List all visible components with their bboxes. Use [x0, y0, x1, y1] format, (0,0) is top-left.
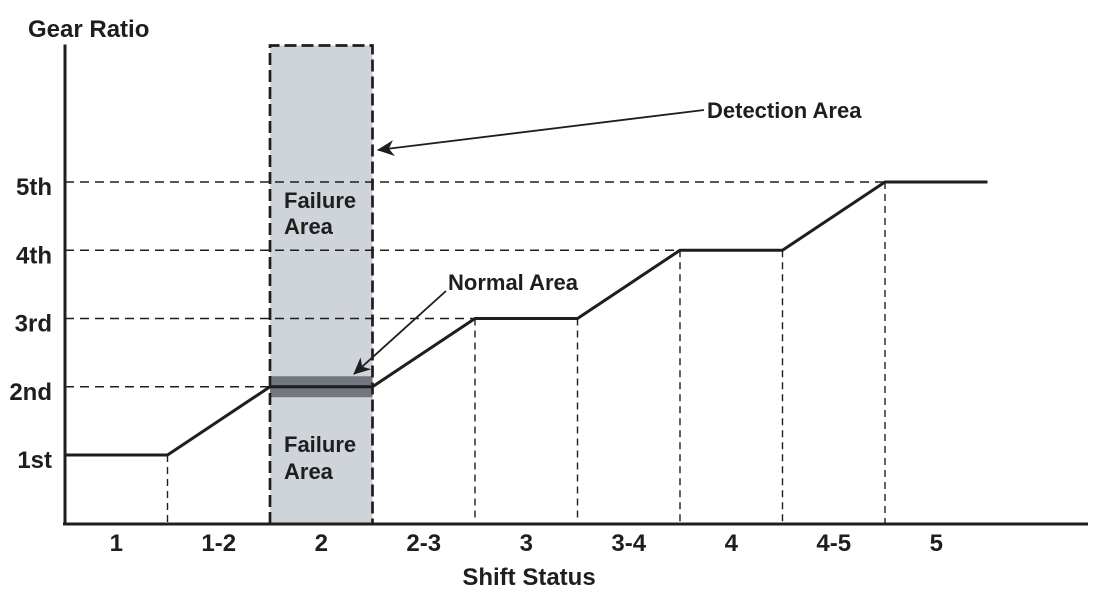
- x-tick-label-5: 5: [930, 530, 943, 557]
- y-tick-label-2nd: 2nd: [9, 379, 52, 406]
- failure-area-upper-label-line1: Failure: [284, 188, 356, 213]
- x-tick-label-4-5: 4-5: [816, 530, 851, 557]
- gear-ratio-line: [65, 180, 988, 457]
- y-tick-label-1st: 1st: [17, 447, 52, 474]
- x-axis-title: Shift Status: [462, 564, 595, 591]
- x-tick-label-1-2: 1-2: [201, 530, 236, 557]
- x-tick-label-4: 4: [725, 530, 739, 557]
- y-tick-label-5th: 5th: [16, 174, 52, 201]
- normal-area-arrow: [353, 290, 447, 375]
- y-tick-label-3rd: 3rd: [15, 311, 52, 338]
- failure-area-lower-label-line1: Failure: [284, 432, 356, 457]
- x-tick-label-1: 1: [110, 530, 123, 557]
- y-tick-label-4th: 4th: [16, 242, 52, 269]
- detection-area-arrow: [377, 109, 705, 156]
- detection-band-region: [270, 45, 373, 524]
- x-tick-label-2: 2: [315, 530, 328, 557]
- chart-geometry: 1 1-2 2 2-3 3 3-4 4 4-5 5 1st 2nd 3rd 4th 5th: [9, 44, 1088, 557]
- y-axis-title: Gear Ratio: [28, 16, 149, 43]
- detection-area-label: Detection Area: [707, 98, 862, 123]
- normal-area-label: Normal Area: [448, 270, 579, 295]
- x-tick-label-2-3: 2-3: [406, 530, 441, 557]
- detection-band-border: [268, 44, 374, 524]
- failure-area-lower-label-line2: Area: [284, 459, 334, 484]
- x-tick-label-3-4: 3-4: [611, 530, 646, 557]
- x-tick-label-3: 3: [520, 530, 533, 557]
- failure-area-upper-label-line2: Area: [284, 214, 334, 239]
